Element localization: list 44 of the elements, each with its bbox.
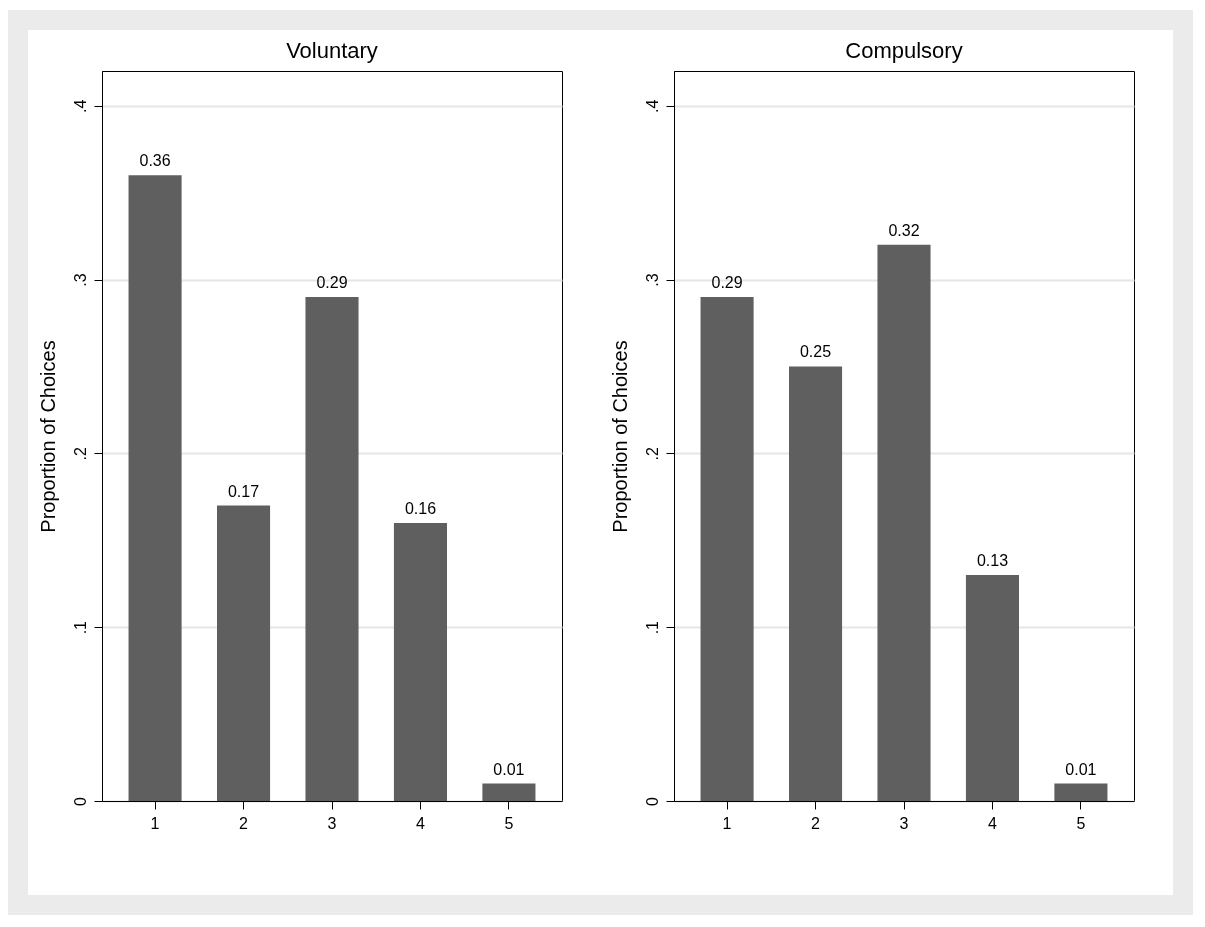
- bar: [305, 296, 359, 801]
- x-tick-label: 3: [327, 814, 337, 832]
- bar: [965, 575, 1019, 801]
- data-label: 0.01: [1065, 760, 1097, 778]
- y-axis-title: Proportion of Choices: [608, 340, 631, 533]
- bar: [877, 244, 931, 801]
- y-tick-label: .3: [71, 273, 89, 287]
- bar: [393, 522, 447, 801]
- x-tick-label: 1: [150, 814, 160, 832]
- x-tick-label: 4: [988, 814, 998, 832]
- x-tick-label: 2: [811, 814, 821, 832]
- chart-title: Voluntary: [286, 38, 378, 63]
- y-tick-label: 0: [643, 796, 661, 806]
- y-tick-label: 0: [71, 796, 89, 806]
- data-label: 0.16: [404, 499, 437, 517]
- y-tick-label: .1: [71, 620, 89, 635]
- x-tick-label: 2: [239, 814, 249, 832]
- bar: [128, 175, 182, 801]
- bar: [217, 505, 271, 801]
- y-tick-label: .1: [643, 620, 661, 635]
- data-label: 0.17: [227, 482, 260, 500]
- data-label: 0.29: [316, 273, 348, 291]
- data-label: 0.13: [976, 552, 1009, 570]
- data-label: 0.25: [799, 343, 832, 361]
- y-axis-title: Proportion of Choices: [36, 340, 59, 533]
- y-tick-label: .2: [71, 447, 89, 461]
- y-tick-label: .4: [643, 99, 661, 113]
- bar: [482, 783, 536, 801]
- y-tick-label: .3: [643, 273, 661, 287]
- chart-title: Compulsory: [845, 38, 963, 63]
- x-tick-label: 5: [504, 814, 514, 832]
- bar: [789, 366, 843, 801]
- bar: [700, 296, 754, 801]
- data-label: 0.01: [493, 760, 525, 778]
- y-tick-label: .2: [643, 447, 661, 461]
- bar: [1054, 783, 1108, 801]
- x-tick-label: 5: [1076, 814, 1086, 832]
- data-label: 0.36: [139, 152, 171, 170]
- y-tick-label: .4: [71, 99, 89, 113]
- x-tick-label: 3: [899, 814, 909, 832]
- x-tick-label: 1: [722, 814, 732, 832]
- data-label: 0.29: [711, 273, 743, 291]
- x-tick-label: 4: [416, 814, 426, 832]
- data-label: 0.32: [888, 221, 920, 239]
